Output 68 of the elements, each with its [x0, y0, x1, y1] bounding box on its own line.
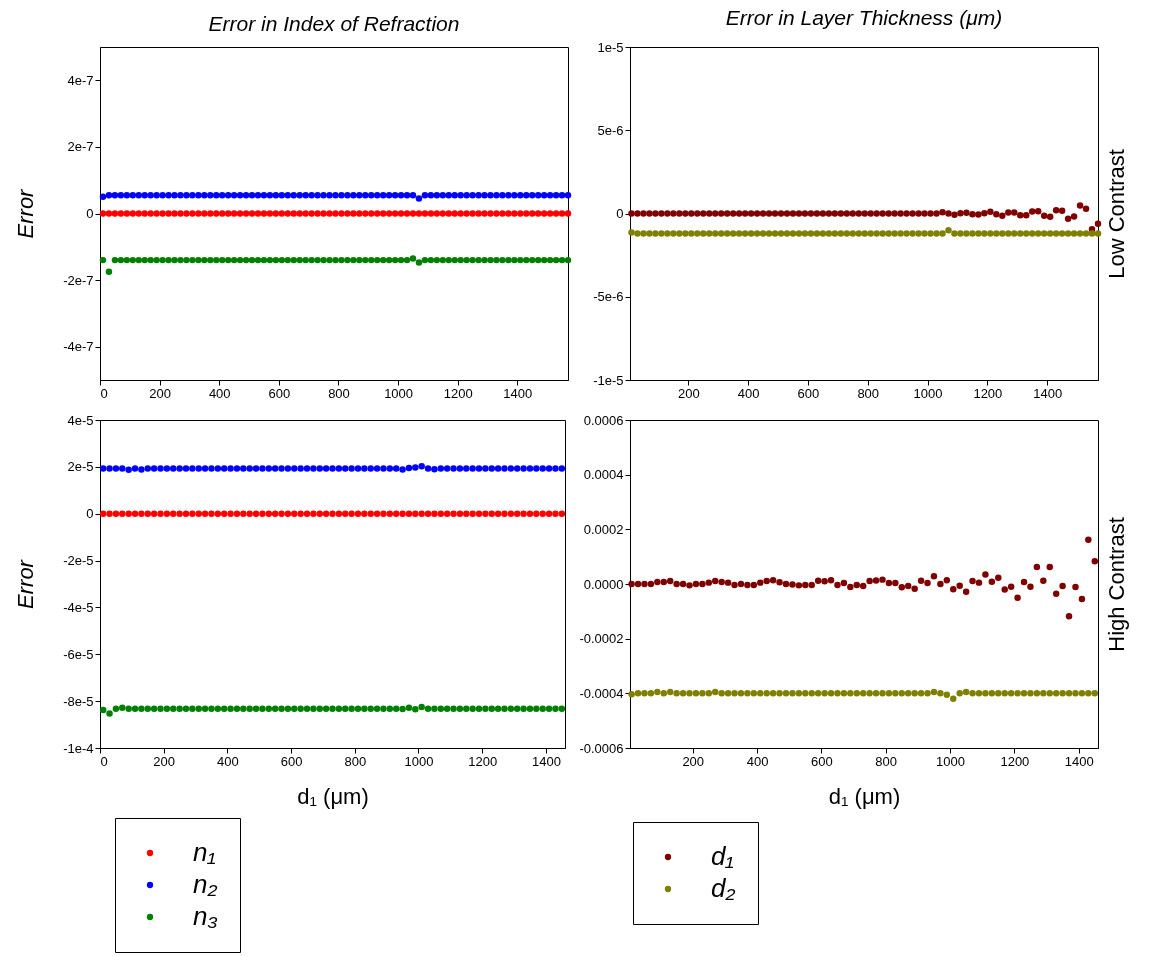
x-tick-label: 1000 — [936, 753, 965, 769]
y-tick-label: 4e-7 — [67, 72, 94, 88]
y-tick-label: 0 — [86, 506, 94, 522]
x-tick-label: 1400 — [503, 385, 533, 401]
x-tick-label: 200 — [153, 753, 176, 769]
chart-title: Error in Layer Thickness (μm) — [725, 6, 1003, 29]
x-tick-label: 1400 — [1064, 753, 1094, 769]
x-axis-title: d₁ (μm) — [297, 783, 369, 809]
y-tick-label: -0.0006 — [579, 740, 624, 756]
y-tick-label: 0.0002 — [583, 521, 624, 537]
legend-label: d₂ — [711, 873, 736, 903]
x-tick-label: 400 — [746, 753, 769, 769]
y-tick-label: -1e-4 — [63, 740, 94, 756]
y2-axis-title: High Contrast — [1103, 517, 1129, 652]
x-tick-label: 200 — [677, 385, 700, 401]
y-tick-label: -2e-7 — [63, 272, 94, 288]
x-axis-title: d₁ (μm) — [828, 783, 901, 809]
y-tick-label: 0.0004 — [583, 467, 624, 483]
x-tick-label: 400 — [217, 753, 239, 769]
x-tick-label: 1200 — [443, 385, 473, 401]
y-tick-label: 2e-7 — [67, 139, 94, 155]
x-tick-label: 800 — [875, 753, 898, 769]
y-tick-label: 0 — [86, 206, 94, 221]
chart-title: Error in Index of Refraction — [208, 12, 460, 35]
x-tick-label: 1000 — [404, 753, 434, 769]
y-tick-label: 2e-5 — [67, 459, 94, 475]
x-tick-label: 1400 — [1033, 385, 1063, 401]
y-tick-label: 0 — [616, 206, 624, 221]
y-tick-label: -4e-5 — [63, 599, 94, 615]
y-axis-title: Error — [13, 187, 39, 239]
y-tick-label: -5e-6 — [593, 289, 624, 305]
x-tick-label: 0 — [100, 753, 108, 769]
x-tick-label: 400 — [208, 385, 231, 401]
legend-label: n₃ — [193, 901, 218, 931]
x-tick-label: 1200 — [973, 385, 1003, 401]
y-tick-label: -4e-7 — [63, 339, 94, 355]
y-tick-label: -8e-5 — [63, 693, 94, 709]
y-tick-label: 1e-5 — [597, 39, 624, 55]
y-tick-label: 0.0000 — [583, 576, 624, 592]
y-tick-label: -2e-5 — [63, 553, 94, 569]
x-tick-label: 1200 — [1000, 753, 1030, 769]
y-tick-label: 0.0006 — [583, 412, 624, 428]
x-tick-label: 600 — [268, 385, 291, 401]
y2-axis-title: Low Contrast — [1103, 149, 1129, 279]
x-tick-label: 800 — [344, 753, 367, 769]
x-tick-label: 1000 — [384, 385, 414, 401]
y-tick-label: -1e-5 — [593, 372, 624, 388]
x-tick-label: 200 — [149, 385, 171, 401]
x-tick-label: 1000 — [913, 385, 943, 401]
y-tick-label: -0.0002 — [579, 631, 624, 647]
x-tick-label: 800 — [328, 385, 350, 401]
x-tick-label: 1200 — [468, 753, 498, 769]
legend-label: n₂ — [193, 869, 218, 899]
x-tick-label: 0 — [100, 385, 108, 401]
x-tick-label: 800 — [857, 385, 880, 401]
x-tick-label: 400 — [737, 385, 760, 401]
y-tick-label: 5e-6 — [597, 122, 624, 138]
x-tick-label: 600 — [280, 753, 303, 769]
y-tick-label: -6e-5 — [63, 646, 94, 662]
y-tick-label: 4e-5 — [67, 412, 94, 428]
y-axis-title: Error — [13, 558, 39, 609]
y-tick-label: -0.0004 — [579, 685, 624, 701]
x-tick-label: 1400 — [531, 753, 561, 769]
x-tick-label: 600 — [811, 753, 833, 769]
legend-label: n₁ — [193, 837, 216, 867]
x-tick-label: 600 — [797, 385, 820, 401]
legend-label: d₁ — [711, 841, 734, 871]
x-tick-label: 200 — [682, 753, 705, 769]
